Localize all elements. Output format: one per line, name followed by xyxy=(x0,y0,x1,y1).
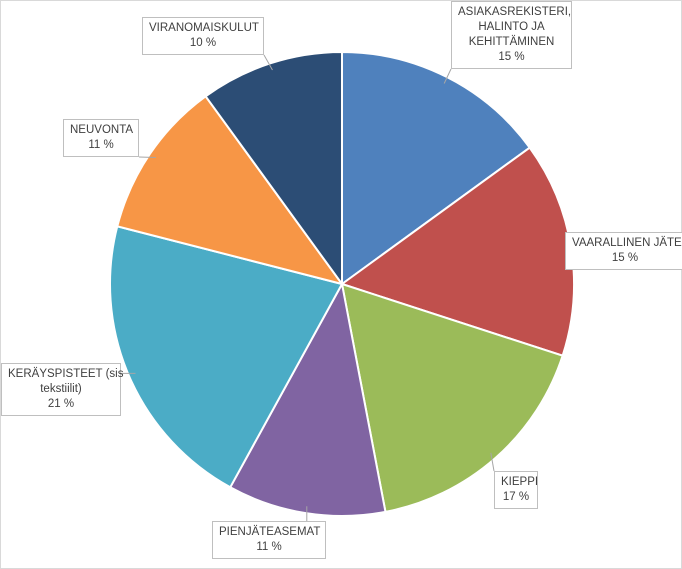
leader-line xyxy=(138,156,156,159)
pie-slice-pienjäteasemat xyxy=(228,281,387,517)
pie-slice-neuvonta xyxy=(116,94,345,286)
data-label-pienjateasemat: PIENJÄTEASEMAT 11 % xyxy=(212,521,326,559)
data-label-neuvonta: NEUVONTA 11 % xyxy=(63,119,139,157)
data-label-viranomaiskulut: VIRANOMAISKULUT 10 % xyxy=(142,17,264,55)
data-label-asiakasrekisteri: ASIAKASREKISTERI, HALINTO JA KEHITTÄMINE… xyxy=(451,1,572,69)
data-label-vaarallinen-jate: VAARALLINEN JÄTE 15 % xyxy=(565,232,682,270)
pie-slice-kieppi xyxy=(340,282,564,514)
pie-slice-viranomaiskulut xyxy=(204,50,343,288)
leader-line xyxy=(263,54,273,71)
leader-line xyxy=(490,452,495,472)
pie-slice-keräyspisteet-sis-tekstiilit xyxy=(109,225,344,489)
leader-line xyxy=(443,68,452,84)
data-label-keraypisteet: KERÄYSPISTEET (sis tekstiilit) 21 % xyxy=(1,363,123,416)
data-label-kieppi: KIEPPI 17 % xyxy=(494,471,538,509)
